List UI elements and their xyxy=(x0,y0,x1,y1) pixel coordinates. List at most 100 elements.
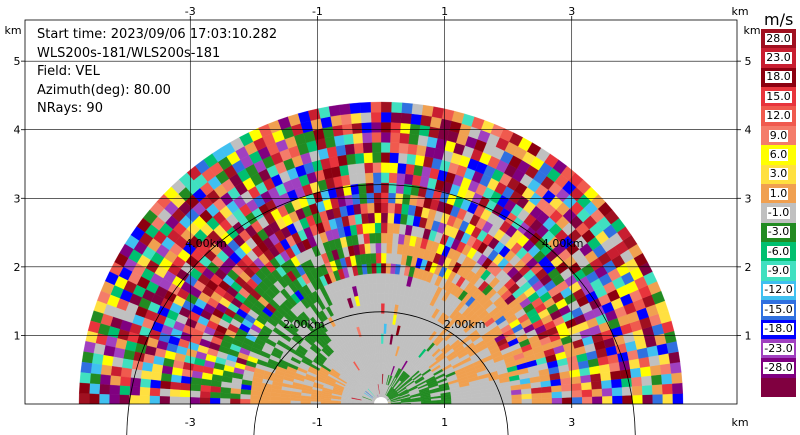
velocity-gate xyxy=(270,396,281,401)
velocity-gate xyxy=(361,132,373,144)
velocity-gate xyxy=(611,378,623,389)
velocity-gate xyxy=(652,394,663,404)
velocity-gate xyxy=(380,333,384,344)
x-unit-top: km xyxy=(731,5,748,18)
velocity-gate xyxy=(380,132,391,143)
velocity-gate xyxy=(320,401,331,404)
velocity-gate xyxy=(561,397,573,404)
velocity-gate xyxy=(630,367,642,378)
velocity-gate xyxy=(648,354,661,367)
velocity-gate xyxy=(373,192,382,203)
velocity-gate xyxy=(649,364,662,376)
velocity-gate xyxy=(651,374,663,386)
velocity-gate xyxy=(371,132,382,143)
velocity-gate xyxy=(369,242,376,254)
velocity-gate xyxy=(386,242,393,254)
velocity-gate xyxy=(352,132,363,144)
velocity-gate xyxy=(170,374,182,384)
velocity-gate xyxy=(641,375,653,386)
velocity-gate xyxy=(591,388,603,397)
velocity-gate xyxy=(386,222,394,234)
velocity-gate xyxy=(123,349,136,361)
velocity-gate xyxy=(129,395,140,404)
velocity-gate xyxy=(389,152,399,164)
grid xyxy=(25,20,737,404)
colorbar-tick-label: 12.0 xyxy=(765,109,792,123)
axes-frame xyxy=(24,19,738,405)
velocity-gate xyxy=(672,393,684,404)
velocity-gate xyxy=(531,398,543,404)
velocity-gate xyxy=(511,394,522,400)
velocity-gate xyxy=(360,213,369,224)
velocity-gate xyxy=(631,385,643,396)
velocity-gate xyxy=(376,272,382,284)
velocity-gate xyxy=(398,223,407,235)
velocity-gate xyxy=(521,398,533,404)
velocity-gate xyxy=(362,142,373,154)
velocity-gate xyxy=(386,232,394,244)
velocity-gate xyxy=(411,103,424,116)
velocity-gate xyxy=(367,212,375,224)
velocity-gate xyxy=(661,373,673,385)
velocity-gate xyxy=(406,153,417,165)
velocity-gate xyxy=(345,153,356,165)
velocity-gate xyxy=(161,365,173,375)
velocity-gate xyxy=(361,122,372,134)
y-tick-label-right: 4 xyxy=(745,124,752,137)
velocity-gate xyxy=(335,144,347,157)
velocity-gate xyxy=(159,396,170,404)
velocity-gate xyxy=(612,395,623,404)
velocity-gate xyxy=(659,363,672,375)
velocity-gate xyxy=(581,381,593,391)
velocity-gate xyxy=(229,393,241,400)
velocity-gate xyxy=(541,397,553,404)
velocity-gate xyxy=(179,389,191,398)
velocity-gate xyxy=(411,174,422,187)
x-tick-label-top: -1 xyxy=(312,5,323,18)
velocity-gate xyxy=(180,375,192,385)
velocity-gate xyxy=(390,122,401,134)
velocity-gate xyxy=(641,384,653,396)
colorbar-tick-label: -1.0 xyxy=(766,206,791,219)
velocity-gate xyxy=(364,172,374,184)
velocity-gate xyxy=(330,402,341,404)
velocity-gate xyxy=(347,163,357,175)
velocity-gate xyxy=(380,252,387,264)
colorbar-tick-label: -23.0 xyxy=(763,341,794,355)
velocity-gate xyxy=(571,389,583,398)
velocity-gate xyxy=(101,354,114,367)
velocity-gate xyxy=(418,124,431,137)
velocity-gate xyxy=(371,142,382,153)
velocity-gate xyxy=(374,222,382,234)
velocity-gate xyxy=(396,162,407,174)
velocity-gate xyxy=(611,386,623,397)
velocity-gate xyxy=(78,393,90,404)
velocity-gate xyxy=(413,164,424,177)
velocity-gate xyxy=(405,163,415,175)
x-tick-label-top: 1 xyxy=(441,5,448,18)
velocity-gate xyxy=(368,222,376,234)
velocity-gate xyxy=(399,132,410,144)
velocity-gate xyxy=(380,212,388,224)
velocity-gate xyxy=(349,102,361,114)
velocity-gate xyxy=(380,232,388,244)
velocity-gate xyxy=(79,372,91,384)
velocity-gate xyxy=(340,113,352,126)
velocity-gate xyxy=(387,202,396,214)
velocity-gate xyxy=(380,222,388,234)
velocity-gate xyxy=(200,378,212,387)
velocity-gate xyxy=(141,361,154,372)
velocity-gate xyxy=(219,392,231,399)
velocity-gate xyxy=(300,398,311,402)
velocity-gate xyxy=(389,132,401,144)
velocity-gate xyxy=(372,172,382,183)
range-ring xyxy=(126,184,636,435)
velocity-gate xyxy=(240,389,252,396)
axis-ticks: -3 -3 -1 -1 1 1 3 3 1 1 2 2 3 3 4 4 5 5 km km km km xyxy=(4,5,760,429)
colorbar-tick-label: 6.0 xyxy=(768,147,789,161)
velocity-gate xyxy=(99,374,111,386)
velocity-gate xyxy=(601,387,613,397)
range-ring xyxy=(253,311,509,435)
velocity-gate xyxy=(610,370,622,380)
velocity-gate xyxy=(90,363,103,375)
